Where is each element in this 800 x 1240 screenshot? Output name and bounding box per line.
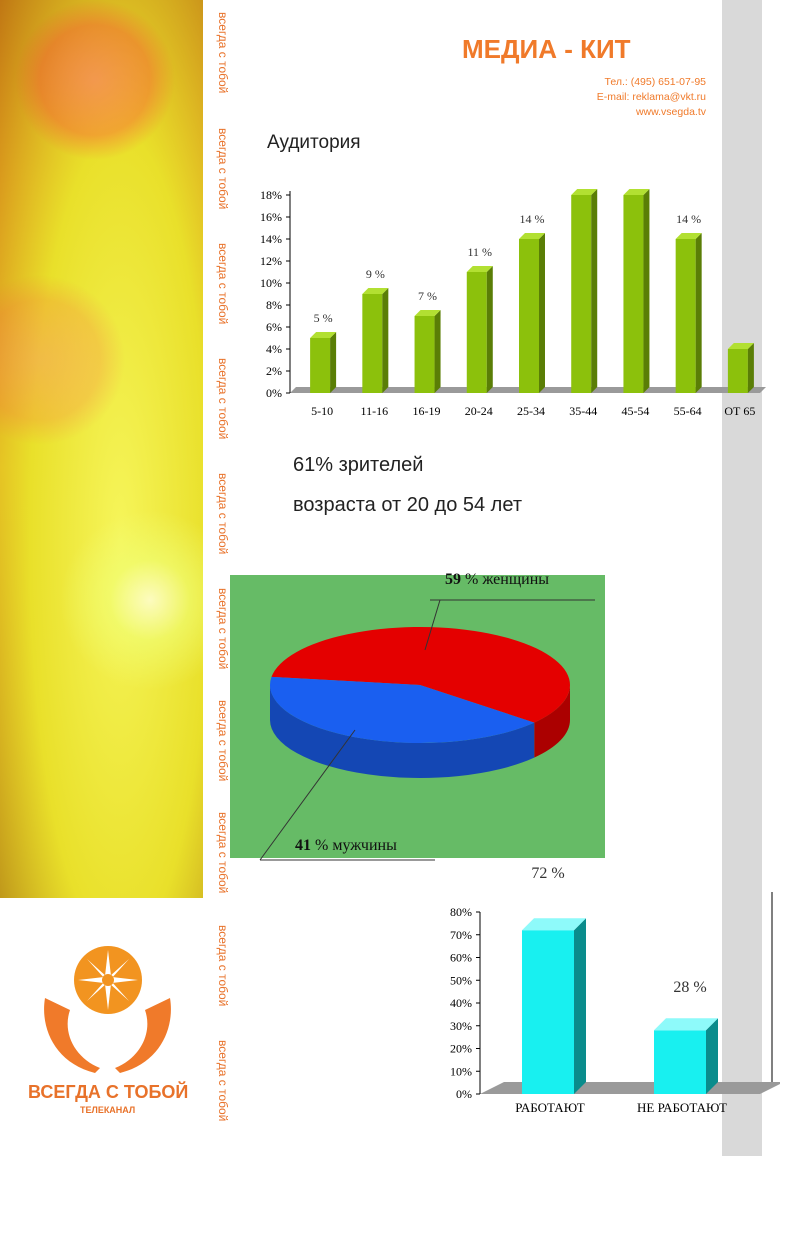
bar [727,343,754,393]
data-label: 28 % [673,979,706,996]
y-tick-label: 2% [266,364,282,378]
bar [519,233,545,393]
bar [522,918,586,1094]
x-tick-label: 35-44 [569,404,597,418]
bar [623,189,650,393]
y-tick-label: 14% [260,232,282,246]
right-gray-strip [722,0,762,1156]
y-tick-label: 40% [450,996,472,1010]
y-tick-label: 0% [266,386,282,400]
y-tick-label: 18% [260,188,282,202]
pie-label: 41 % мужчины [295,837,397,854]
logo-subtext: ТЕЛЕКАНАЛ [80,1105,136,1115]
data-label: 11 % [467,245,492,259]
section-title: Аудитория [267,132,361,153]
y-tick-label: 12% [260,254,282,268]
x-tick-label: 20-24 [465,404,493,418]
y-tick-label: 30% [450,1019,472,1033]
bar [362,288,389,393]
summary-line-1: 61% зрителей [293,454,424,476]
y-tick-label: 8% [266,298,282,312]
logo: ВСЕГДА С ТОБОЙ ТЕЛЕКАНАЛ [0,898,203,1156]
bar [414,310,441,393]
label-leader [259,729,356,861]
bar [310,332,337,393]
sun-icon [74,946,142,1014]
x-tick-label: ОТ 65 [724,404,755,418]
data-label: 9 % [366,267,385,281]
x-tick-label: НЕ РАБОТАЮТ [637,1100,727,1115]
left-hand-icon [44,998,100,1073]
x-tick-label: 25-34 [517,404,545,418]
x-tick-label: 55-64 [674,404,702,418]
vertical-slogan-text: всегда с тобой [216,1040,230,1122]
label-leader [424,599,441,651]
x-tick-label: 11-16 [361,404,389,418]
y-tick-label: 4% [266,342,282,356]
data-label: 7 % [418,289,437,303]
contact-email[interactable]: E-mail: reklama@vkt.ru [596,91,706,103]
data-label: 72 % [531,865,564,882]
x-tick-label: 45-54 [621,404,649,418]
employment-bar-chart: 0% 10% 20% 30% 40% 50% 60% 70% 80% РАБОТАЮТ НЕ РАБ… [450,865,780,1115]
data-label: 14 % [520,212,545,226]
y-tick-label: 80% [450,905,472,919]
age-bar-chart: 0% 2% 4% 6% 8% 10% 12% 14% 16% 18% 5-10 5 % 11-16 9 %… [260,188,766,418]
pie-slice [270,676,535,743]
right-hand-icon [115,998,171,1073]
bar [654,1018,718,1094]
x-tick-label: РАБОТАЮТ [515,1100,584,1115]
y-tick-label: 60% [450,951,472,965]
y-tick-label: 10% [450,1064,472,1078]
data-label: 14 % [676,212,701,226]
y-tick-label: 10% [260,276,282,290]
y-tick-label: 70% [450,928,472,942]
page-title: МЕДИА - КИТ [462,34,631,64]
bar [571,189,598,393]
x-tick-label: 5-10 [311,404,333,418]
bar [466,266,493,393]
y-tick-label: 20% [450,1042,472,1056]
decorative-background-image [0,0,203,898]
bar [675,233,702,393]
y-tick-label: 16% [260,210,282,224]
pie-slice [271,627,570,723]
logo-text: ВСЕГДА С ТОБОЙ [28,1082,189,1102]
pie-slice-side [270,685,535,778]
y-tick-label: 50% [450,973,472,987]
contact-website[interactable]: www.vsegda.tv [635,106,706,118]
gender-pie-chart: 59 % женщины 41 % мужчины [230,571,605,861]
pie-label: 59 % женщины [445,571,549,588]
logo-graphic [44,946,171,1073]
summary-line-2: возраста от 20 до 54 лет [293,494,522,516]
data-label: 5 % [314,311,333,325]
contact-phone: Тел.: (495) 651-07-95 [604,76,707,88]
pie-slice-side [534,685,570,758]
y-tick-label: 6% [266,320,282,334]
x-tick-label: 16-19 [413,404,441,418]
y-tick-label: 0% [456,1087,472,1101]
